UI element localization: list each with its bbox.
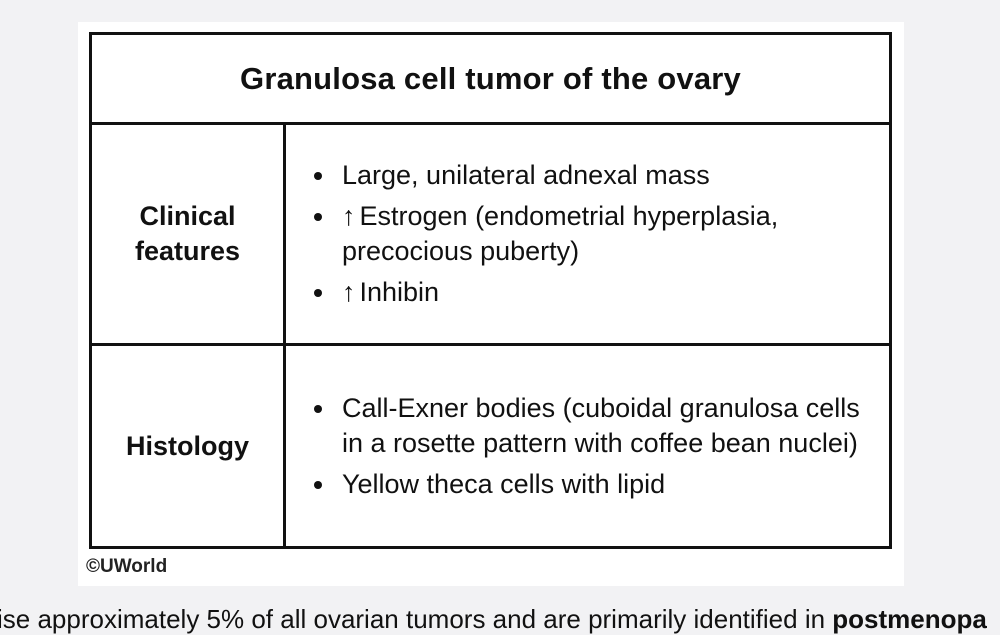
list-item-text: Yellow theca cells with lipid (342, 468, 666, 499)
list-item: Large, unilateral adnexal mass (310, 158, 875, 193)
row-label: Clinical features (134, 201, 241, 266)
table-row-clinical-features: Clinical features Large, unilateral adne… (92, 125, 889, 346)
up-arrow-icon: ↑ (342, 277, 356, 307)
list-item-text: Estrogen (endometrial hyperplasia, preco… (342, 201, 779, 266)
body-text-bold: postmenopa (832, 604, 987, 634)
list-item-text: Inhibin (359, 277, 440, 307)
list-item: ↑ Inhibin (310, 275, 875, 310)
up-arrow-icon: ↑ (342, 201, 356, 231)
row-content-cell: Large, unilateral adnexal mass ↑ Estrogen… (286, 125, 889, 343)
row-label-cell: Histology (92, 346, 286, 546)
copyright-notice: ©UWorld (86, 556, 168, 577)
list-item: ↑ Estrogen (endometrial hyperplasia, prec… (310, 199, 875, 269)
figure-card: Granulosa cell tumor of the ovary Clinic… (78, 22, 904, 586)
body-paragraph: ise approximately 5% of all ovarian tumo… (0, 604, 987, 635)
list-item: Yellow theca cells with lipid (310, 467, 875, 502)
list-item-text: Large, unilateral adnexal mass (342, 160, 710, 190)
row-label: Histology (125, 430, 249, 461)
list-item-text: Call-Exner bodies (cuboidal granulosa ce… (342, 392, 860, 458)
list-item: Call-Exner bodies (cuboidal granulosa ce… (310, 391, 875, 461)
row-label-cell: Clinical features (92, 125, 286, 343)
summary-table: Granulosa cell tumor of the ovary Clinic… (89, 32, 892, 549)
body-text-plain: ise approximately 5% of all ovarian tumo… (0, 604, 833, 634)
row-content-cell: Call-Exner bodies (cuboidal granulosa ce… (286, 346, 889, 546)
table-title-row: Granulosa cell tumor of the ovary (92, 35, 889, 125)
bullet-list: Large, unilateral adnexal mass ↑ Estrogen… (310, 152, 875, 316)
bullet-list: Call-Exner bodies (cuboidal granulosa ce… (310, 385, 875, 508)
table-title: Granulosa cell tumor of the ovary (240, 60, 741, 96)
table-row-histology: Histology Call-Exner bodies (cuboidal gr… (92, 346, 889, 546)
